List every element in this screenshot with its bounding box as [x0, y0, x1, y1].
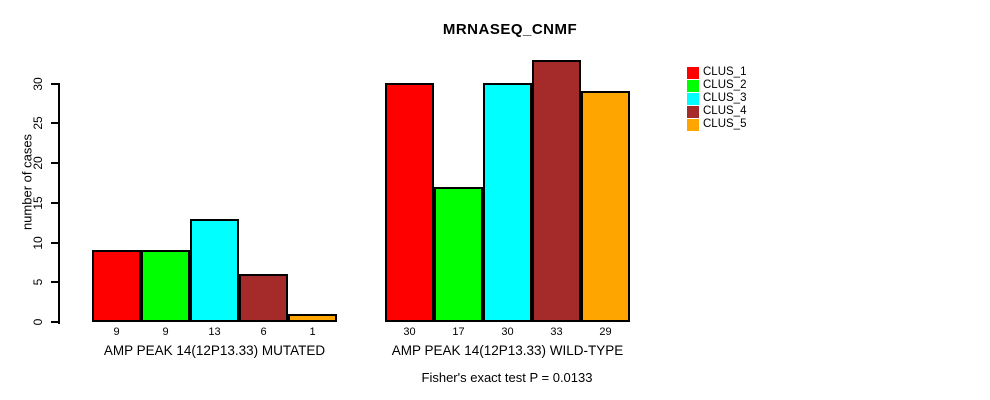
legend-item: CLUS_1 [687, 66, 746, 79]
y-tick [51, 201, 60, 204]
legend-item-label: CLUS_4 [703, 105, 747, 117]
y-tick [51, 241, 60, 244]
legend-item: CLUS_2 [687, 79, 746, 92]
legend-color-swatch [687, 79, 699, 92]
bar-clus_5-group2 [581, 91, 630, 322]
bar-clus_1-group2 [385, 83, 434, 322]
legend-color-swatch [687, 66, 699, 79]
bar-value-label: 30 [403, 326, 416, 338]
group-label: AMP PEAK 14(12P13.33) WILD-TYPE [391, 343, 624, 358]
legend-item-label: CLUS_3 [703, 92, 747, 104]
y-tick [51, 281, 60, 284]
bar-clus_1-group1 [92, 250, 141, 322]
bar-value-label: 1 [309, 326, 316, 338]
legend-color-swatch [687, 105, 699, 118]
y-tick-label: 10 [31, 235, 45, 250]
y-tick [51, 162, 60, 164]
bar-value-label: 6 [260, 326, 267, 338]
bar-clus_4-group1 [239, 274, 288, 322]
y-tick-label: 15 [31, 196, 45, 210]
y-tick-label: 0 [31, 318, 45, 326]
y-tick-label: 20 [31, 156, 45, 170]
y-tick-label: 30 [31, 76, 45, 91]
group-label: AMP PEAK 14(12P13.33) MUTATED [103, 343, 326, 358]
bar-clus_3-group2 [483, 83, 532, 322]
legend-color-swatch [687, 118, 699, 131]
legend-item-label: CLUS_5 [703, 118, 747, 130]
legend-color-swatch [687, 92, 699, 105]
bar-value-label: 9 [113, 326, 120, 338]
bar-value-label: 33 [550, 326, 563, 338]
legend-item: CLUS_3 [687, 92, 746, 105]
legend-item: CLUS_5 [687, 118, 746, 131]
bar-clus_3-group1 [190, 219, 239, 322]
y-tick [51, 122, 60, 125]
chart-title: MRNASEQ_CNMF [442, 21, 578, 38]
legend-item-label: CLUS_1 [703, 66, 747, 78]
y-tick [51, 321, 60, 323]
bar-clus_4-group2 [532, 60, 581, 322]
bar-value-label: 9 [162, 326, 169, 338]
legend: CLUS_1 CLUS_2 CLUS_3 CLUS_4 CLUS_5 [687, 66, 746, 131]
bar-clus_2-group2 [434, 187, 483, 322]
bar-value-label: 17 [452, 326, 465, 338]
y-tick-label: 25 [31, 116, 45, 130]
y-tick [51, 82, 60, 85]
bar-value-label: 13 [208, 326, 221, 338]
legend-item-label: CLUS_2 [703, 79, 747, 91]
bar-clus_5-group1 [288, 314, 337, 322]
y-tick-label: 5 [31, 278, 45, 286]
fisher-test-annotation: Fisher's exact test P = 0.0133 [421, 370, 593, 385]
bar-value-label: 30 [501, 326, 514, 338]
bar-clus_2-group1 [141, 250, 190, 322]
legend-item: CLUS_4 [687, 105, 746, 118]
bar-value-label: 29 [599, 326, 612, 338]
